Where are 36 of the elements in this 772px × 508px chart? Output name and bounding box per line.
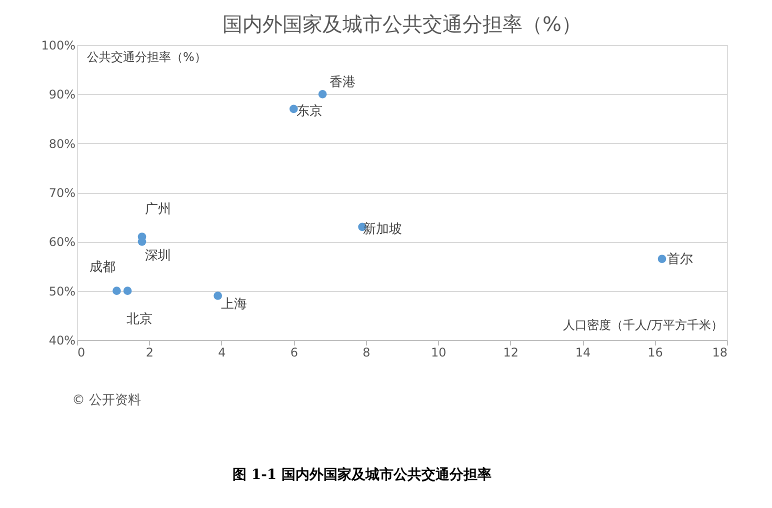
annotation: 首尔 <box>667 252 693 267</box>
annotation: 上海 <box>220 296 247 312</box>
point <box>318 90 327 98</box>
x-tick-label: 18 <box>712 346 728 360</box>
caption: 图 1-1 国内外国家及城市公共交通分担率 <box>232 466 492 483</box>
y-axis-title: 公共交通分担率（%） <box>87 50 206 64</box>
x-tick-label: 10 <box>430 346 446 360</box>
annotation: 东京 <box>296 104 323 119</box>
point <box>658 254 666 264</box>
x-tick-label: 12 <box>503 346 518 360</box>
annotation: 新加坡 <box>362 222 402 237</box>
y-tick-label: 100% <box>41 38 76 52</box>
x-axis-title: 人口密度（千人/万平方千米） <box>562 318 723 332</box>
y-tick-label: 50% <box>48 284 76 298</box>
annotation: 香港 <box>330 75 356 90</box>
x-tick-label: 14 <box>575 346 591 360</box>
point <box>112 286 121 296</box>
point <box>214 292 222 300</box>
y-tick-label: 70% <box>48 186 76 200</box>
x-tick-label: 8 <box>362 346 370 360</box>
y-tick-label: 40% <box>48 334 76 348</box>
annotation: 成都 <box>90 260 116 275</box>
point <box>123 286 132 296</box>
x-tick-label: 2 <box>146 346 154 360</box>
x-tick-label: 16 <box>648 346 663 360</box>
y-tick-label: 90% <box>48 88 76 102</box>
annotation: 北京 <box>126 312 153 327</box>
annotation: 广州 <box>145 202 171 217</box>
y-tick-label: 60% <box>48 235 76 250</box>
x-tick-label: 0 <box>78 346 86 360</box>
annotation: 深圳 <box>145 248 171 264</box>
x-tick-label: 6 <box>290 346 298 360</box>
y-tick-label: 80% <box>48 136 76 151</box>
x-tick-label: 4 <box>218 346 226 360</box>
text: © 公开资料 <box>72 393 142 408</box>
chart-title: 国内外国家及城市公共交通分担率（%） <box>222 12 582 36</box>
